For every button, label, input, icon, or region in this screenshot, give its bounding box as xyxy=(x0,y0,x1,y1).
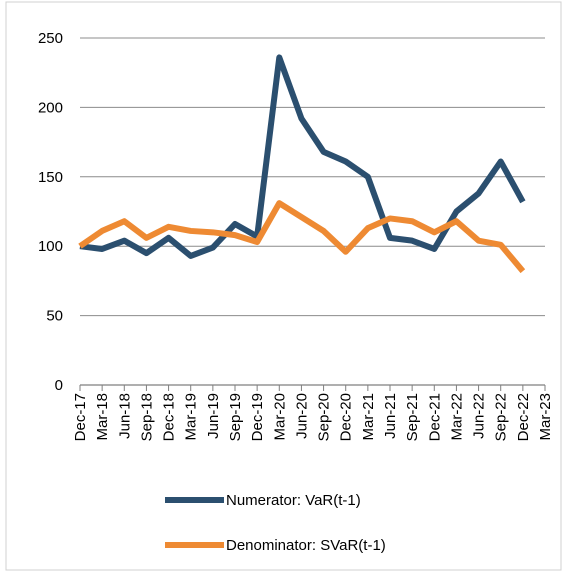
x-tick-label: Dec-20 xyxy=(338,393,355,441)
y-tick-label: 150 xyxy=(38,169,63,186)
chart-border xyxy=(5,1,562,571)
x-tick-label: Mar-20 xyxy=(271,393,288,441)
y-tick-label: 0 xyxy=(55,377,63,394)
x-tick-label: Dec-17 xyxy=(72,393,89,441)
x-tick-label: Sep-21 xyxy=(404,393,421,441)
legend-label: Numerator: VaR(t-1) xyxy=(226,492,361,509)
y-tick-label: 200 xyxy=(38,99,63,116)
x-tick-label: Jun-18 xyxy=(116,393,133,439)
x-tick-label: Dec-18 xyxy=(161,393,178,441)
x-tick-label: Mar-23 xyxy=(537,393,554,441)
y-tick-label: 250 xyxy=(38,30,63,47)
legend-label: Denominator: SVaR(t-1) xyxy=(226,537,386,554)
x-tick-label: Dec-22 xyxy=(515,393,532,441)
x-tick-label: Dec-19 xyxy=(249,393,266,441)
x-tick-label: Sep-19 xyxy=(227,393,244,441)
x-tick-label: Sep-20 xyxy=(316,393,333,441)
x-tick-label: Mar-21 xyxy=(360,393,377,441)
x-tick-label: Mar-18 xyxy=(94,393,111,441)
series-line xyxy=(79,54,526,259)
x-tick-label: Mar-22 xyxy=(448,393,465,441)
x-tick-label: Sep-22 xyxy=(493,393,510,441)
x-tick-label: Jun-19 xyxy=(205,393,222,439)
series-line xyxy=(78,200,526,274)
y-tick-label: 100 xyxy=(38,238,63,255)
x-tick-label: Jun-20 xyxy=(293,393,310,439)
x-tick-label: Mar-19 xyxy=(183,393,200,441)
x-tick-label: Jun-21 xyxy=(382,393,399,439)
y-tick-label: 50 xyxy=(46,308,63,325)
x-tick-label: Jun-22 xyxy=(471,393,488,439)
x-tick-label: Sep-18 xyxy=(138,393,155,441)
x-tick-label: Dec-21 xyxy=(426,393,443,441)
